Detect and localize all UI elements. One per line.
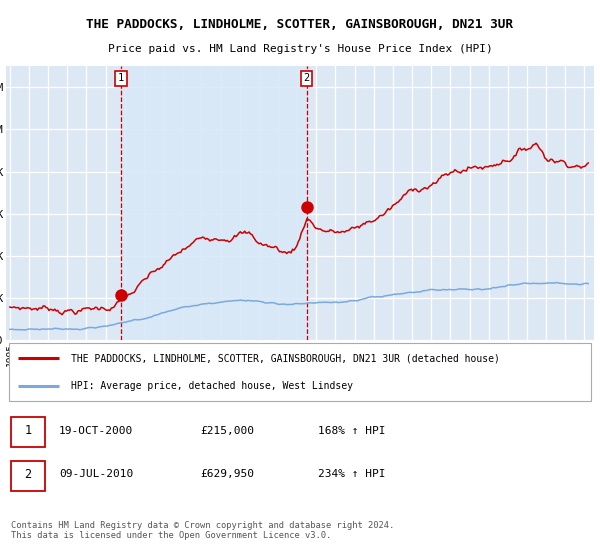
Text: 19-OCT-2000: 19-OCT-2000: [59, 426, 133, 436]
Text: 234% ↑ HPI: 234% ↑ HPI: [317, 469, 385, 479]
Bar: [121, 66, 307, 340]
Text: £215,000: £215,000: [200, 426, 254, 436]
Text: THE PADDOCKS, LINDHOLME, SCOTTER, GAINSBOROUGH, DN21 3UR: THE PADDOCKS, LINDHOLME, SCOTTER, GAINSB…: [86, 18, 514, 31]
Text: HPI: Average price, detached house, West Lindsey: HPI: Average price, detached house, West…: [71, 381, 353, 391]
Text: 09-JUL-2010: 09-JUL-2010: [59, 469, 133, 479]
Text: 168% ↑ HPI: 168% ↑ HPI: [317, 426, 385, 436]
Text: 1: 1: [24, 424, 31, 437]
Text: THE PADDOCKS, LINDHOLME, SCOTTER, GAINSBOROUGH, DN21 3UR (detached house): THE PADDOCKS, LINDHOLME, SCOTTER, GAINSB…: [71, 353, 500, 363]
FancyBboxPatch shape: [11, 417, 45, 447]
FancyBboxPatch shape: [11, 461, 45, 491]
FancyBboxPatch shape: [9, 343, 591, 401]
Text: Contains HM Land Registry data © Crown copyright and database right 2024.
This d: Contains HM Land Registry data © Crown c…: [11, 521, 394, 540]
Text: 2: 2: [304, 73, 310, 83]
Text: 2: 2: [24, 468, 31, 481]
Text: 1: 1: [118, 73, 124, 83]
Text: Price paid vs. HM Land Registry's House Price Index (HPI): Price paid vs. HM Land Registry's House …: [107, 44, 493, 54]
Text: £629,950: £629,950: [200, 469, 254, 479]
